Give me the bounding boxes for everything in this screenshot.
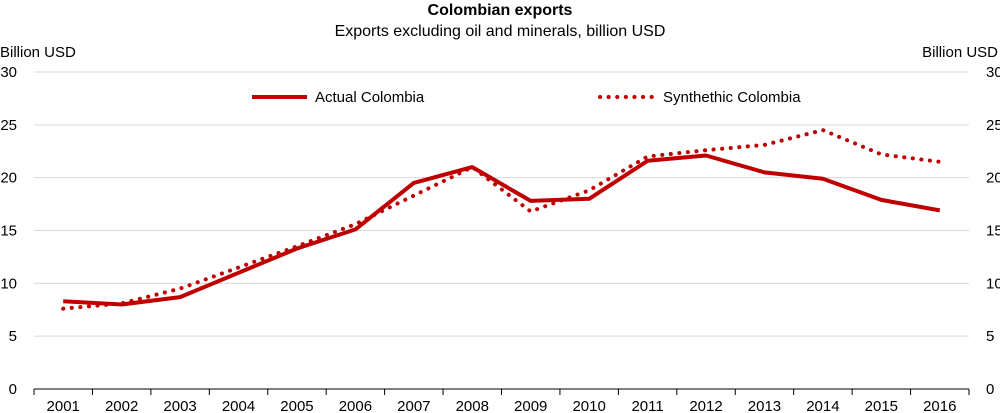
- y-tick-label-right: 5: [986, 328, 994, 345]
- legend: Actual Colombia Synthethic Colombia: [252, 89, 801, 106]
- x-tick-label: 2005: [280, 398, 313, 413]
- x-tick-label: 2003: [163, 398, 196, 413]
- x-tick-label: 2001: [47, 398, 80, 413]
- y-tick-label-right: 10: [986, 275, 1000, 292]
- y-axis-unit-left: Billion USD: [0, 44, 76, 61]
- series-line-synthetic: [61, 128, 942, 311]
- y-tick-label-left: 15: [0, 223, 17, 240]
- y-tick-label-right: 15: [986, 223, 1000, 240]
- x-tick-label: 2004: [222, 398, 255, 413]
- y-tick-label-left: 10: [0, 275, 17, 292]
- y-tick-label-right: 25: [986, 117, 1000, 134]
- y-tick-label-left: 20: [0, 170, 17, 187]
- axes: 0 0 5 5 10 10 15 15 20 20 25 25 30 30 2001 2002 2003 2004…: [0, 64, 1000, 413]
- legend-label: Actual Colombia: [315, 89, 425, 106]
- x-tick-label: 2002: [105, 398, 138, 413]
- y-tick-label-left: 5: [9, 328, 17, 345]
- y-tick-label-right: 30: [986, 64, 1000, 81]
- x-tick-label: 2016: [923, 398, 956, 413]
- y-tick-label-left: 25: [0, 117, 17, 134]
- y-tick-label-right: 20: [986, 170, 1000, 187]
- x-tick-label: 2010: [572, 398, 605, 413]
- y-tick-label-left: 30: [0, 64, 17, 81]
- legend-label: Synthethic Colombia: [663, 89, 801, 106]
- chart-subtitle: Exports excluding oil and minerals, bill…: [335, 23, 666, 40]
- y-tick-label-left: 0: [9, 381, 17, 398]
- x-tick-label: 2012: [689, 398, 722, 413]
- chart-title: Colombian exports: [428, 2, 573, 19]
- x-tick-label: 2014: [806, 398, 839, 413]
- x-tick-label: 2011: [631, 398, 663, 413]
- series-line-actual: [63, 153, 941, 307]
- y-tick-label-right: 0: [986, 381, 994, 398]
- x-tick-label: 2013: [748, 398, 781, 413]
- y-axis-unit-right: Billion USD: [922, 44, 998, 61]
- x-tick-label: 2007: [397, 398, 430, 413]
- x-tick-label: 2006: [339, 398, 372, 413]
- series-lines: [61, 128, 942, 311]
- x-tick-label: 2008: [456, 398, 489, 413]
- x-tick-label: 2015: [865, 398, 898, 413]
- x-tick-label: 2009: [514, 398, 547, 413]
